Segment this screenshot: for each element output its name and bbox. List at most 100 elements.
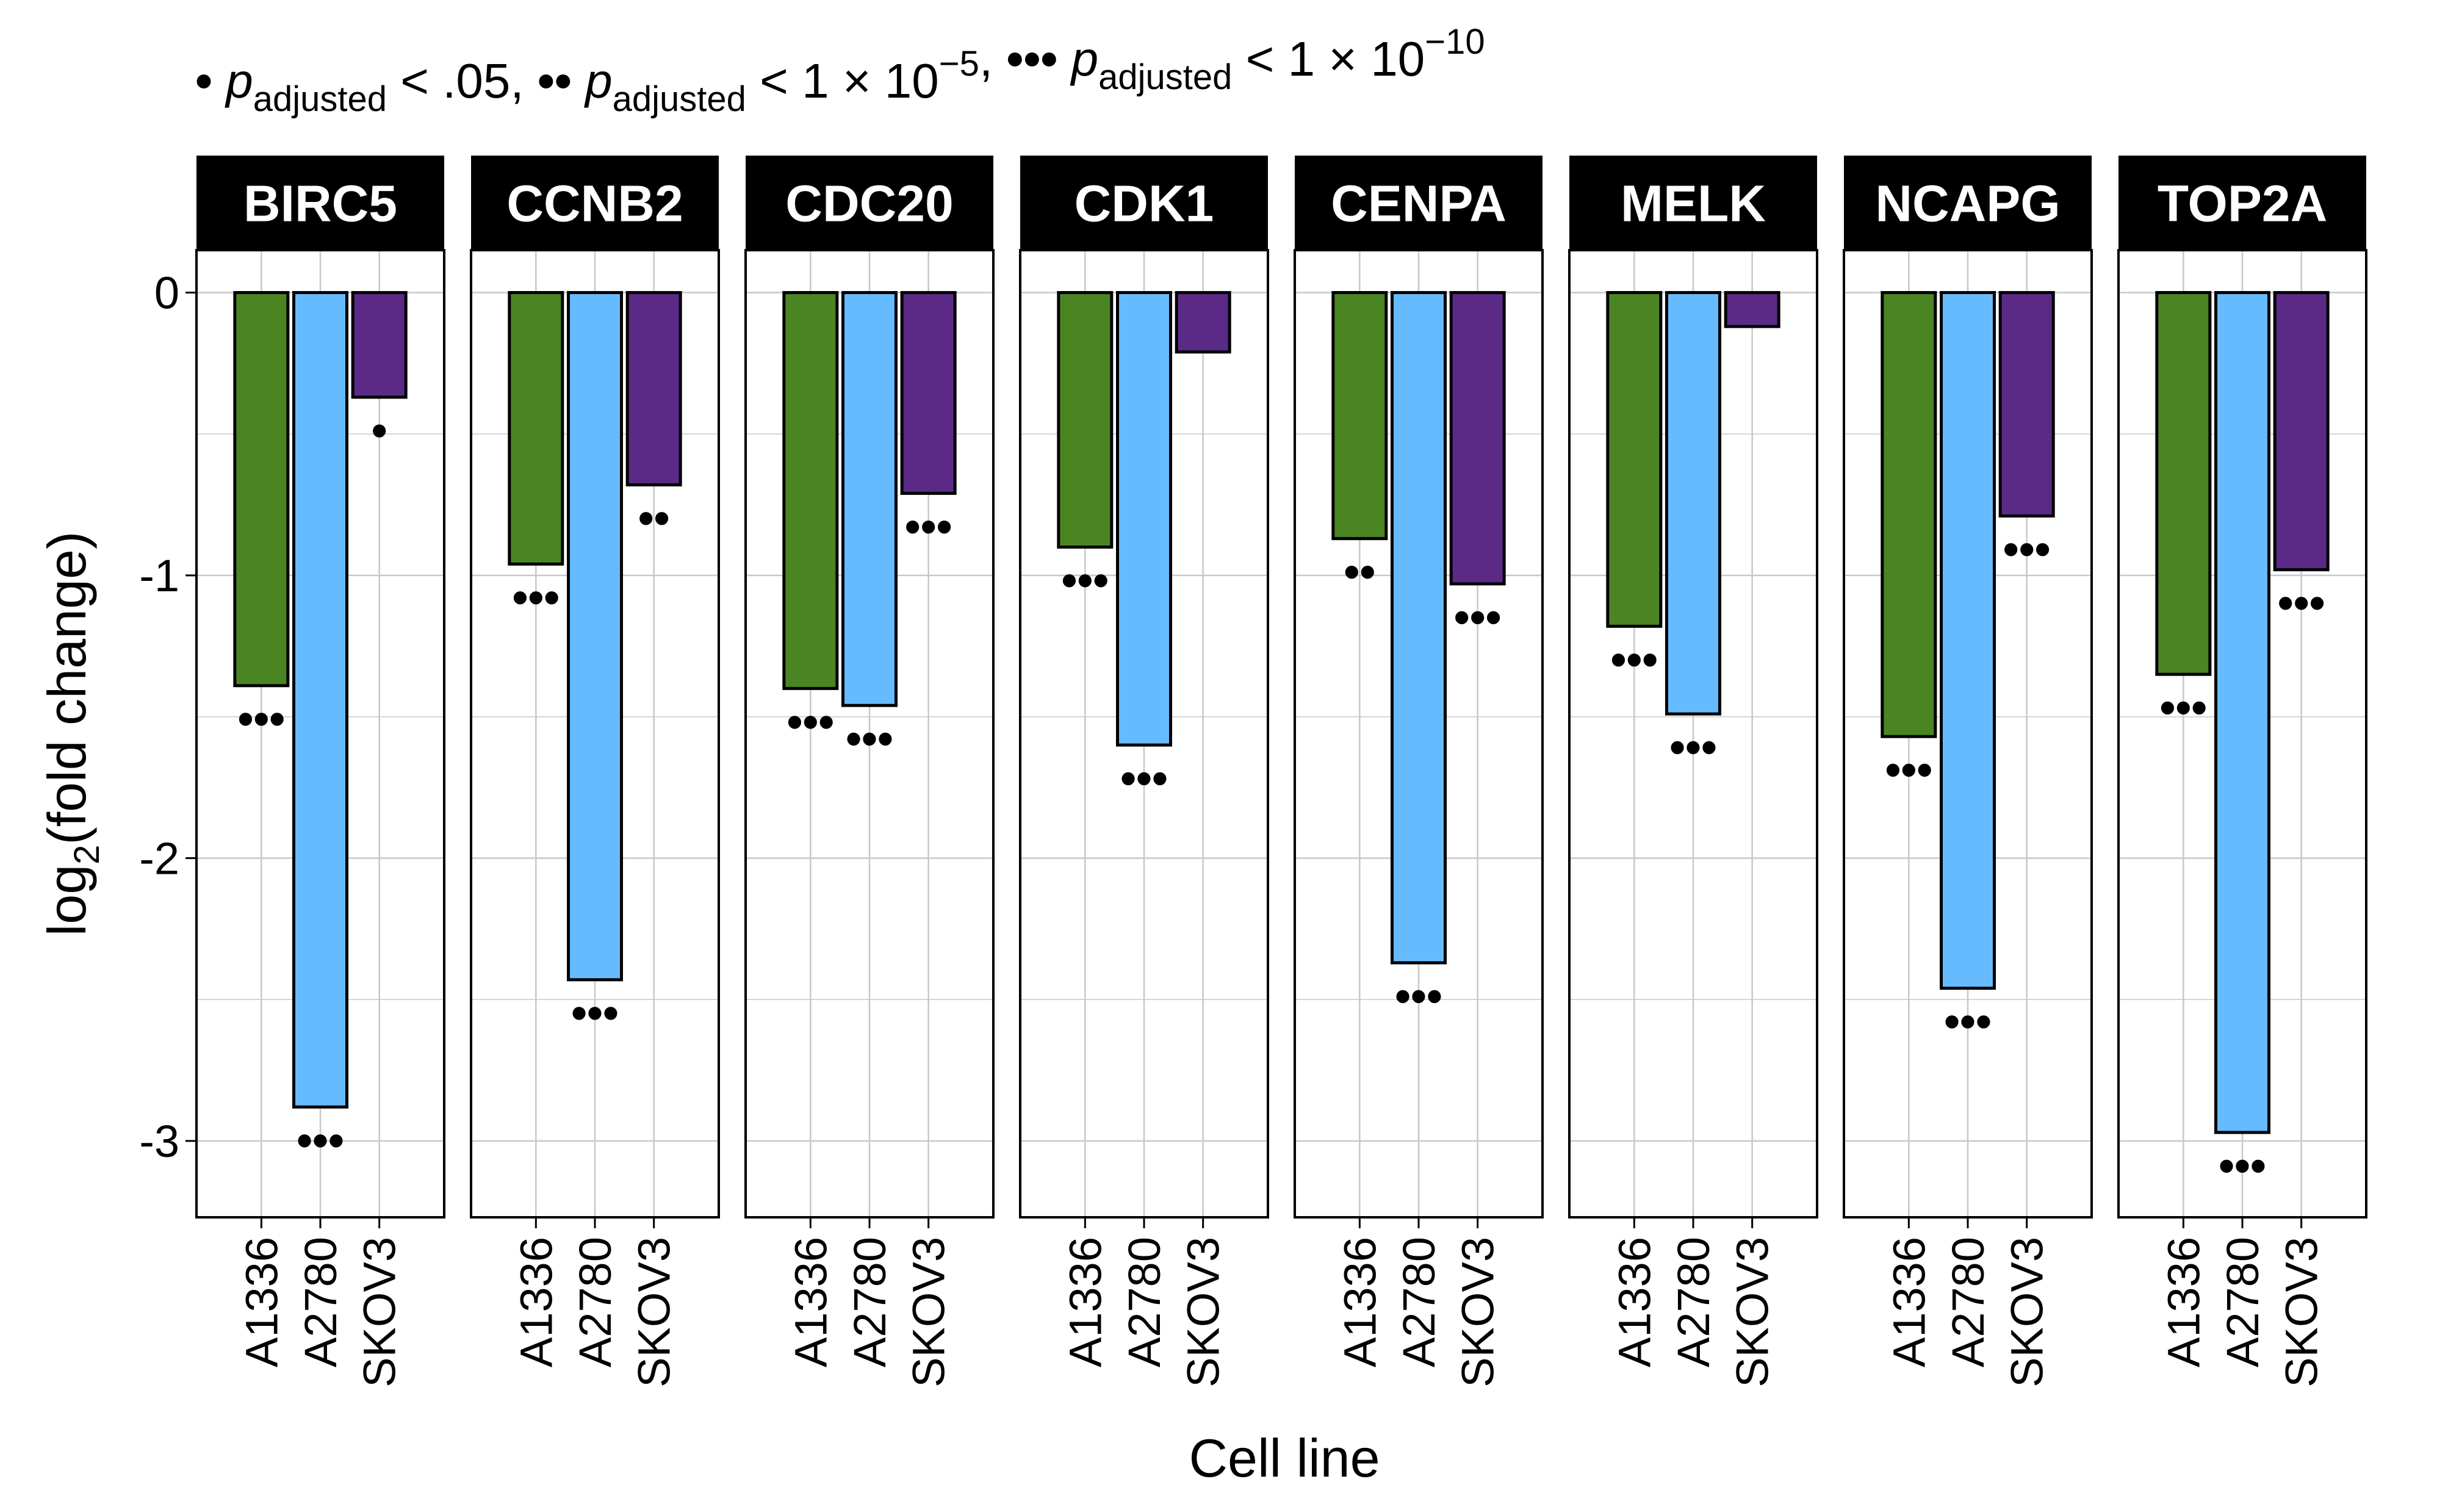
- significance-stars: •••: [1669, 722, 1717, 772]
- legend-symbol: ••: [538, 54, 585, 108]
- x-tick-label: SKOV3: [2002, 1237, 2053, 1388]
- significance-stars: •••: [1395, 971, 1442, 1021]
- facet-strip: [2118, 156, 2366, 250]
- bar-cenpa-a2780: [1391, 291, 1447, 965]
- legend-symbol: •: [195, 54, 226, 108]
- bar-ncapg-a2780: [1940, 291, 1996, 990]
- significance-stars: •••: [1120, 753, 1168, 804]
- x-tick-label: A2780: [570, 1237, 621, 1367]
- facet-strip-label: CCNB2: [506, 175, 683, 232]
- significance-stars: ••: [638, 493, 670, 544]
- bar-top2a-a1336: [2155, 291, 2212, 676]
- bar-ncapg-skov3: [1998, 291, 2055, 518]
- bar-melk-skov3: [1724, 291, 1780, 328]
- x-axis-title: Cell line: [1189, 1428, 1380, 1488]
- x-tick-label: A1336: [236, 1237, 287, 1367]
- x-tick-label: A2780: [295, 1237, 346, 1367]
- legend-relation: <: [387, 54, 442, 108]
- facet-top2a: ••• ••• ••• TOP2A A1336 A2780 SKOV3: [2117, 156, 2367, 1388]
- facet-strip: [746, 156, 993, 250]
- x-tick-label: A1336: [2158, 1237, 2209, 1367]
- x-tick-label: A2780: [1668, 1237, 1719, 1367]
- significance-stars: •••: [846, 713, 893, 764]
- x-tick-label: A1336: [785, 1237, 836, 1367]
- facet-melk: •••••• MELK A1336 A2780 SKOV3: [1568, 156, 1818, 1388]
- significance-stars: •••: [1610, 634, 1658, 685]
- facet-strip: [1844, 156, 2092, 250]
- y-axis: 0 -1 -2 -3: [139, 268, 196, 1167]
- x-tick-label: A2780: [2217, 1237, 2268, 1367]
- legend-symbol: •••: [1006, 32, 1071, 86]
- x-tick-label: SKOV3: [355, 1237, 405, 1388]
- legend-separator: ,: [510, 54, 537, 108]
- significance-stars: •••: [1944, 996, 1992, 1047]
- x-tick-label: A1336: [511, 1237, 561, 1367]
- facet-cdk1: ••• ••• CDK1 A1336 A2780 SKOV3: [1019, 156, 1269, 1388]
- facet-cdc20: ••• ••• ••• CDC20 A1336 A2780 SKOV3: [744, 156, 995, 1388]
- bar-ncapg-a1336: [1881, 291, 1937, 738]
- facet-strip-label: TOP2A: [2158, 175, 2328, 232]
- significance-stars: •••: [1061, 555, 1109, 606]
- bar-melk-a2780: [1665, 291, 1721, 716]
- bar-cdk1-a2780: [1116, 291, 1172, 747]
- x-tick-label: A1336: [1060, 1237, 1111, 1367]
- x-tick-label: SKOV3: [1178, 1237, 1229, 1388]
- bar-cdc20-skov3: [900, 291, 957, 495]
- y-tick-label: 0: [154, 268, 179, 319]
- facet-strip-label: CDK1: [1075, 175, 1214, 232]
- legend-p: p: [1070, 32, 1099, 86]
- significance-stars: ••: [1344, 547, 1375, 597]
- significance-stars: •••: [237, 694, 285, 744]
- facet-strip-label: CENPA: [1331, 175, 1506, 232]
- facet-strip-label: BIRC5: [243, 175, 397, 232]
- x-tick-label: SKOV3: [904, 1237, 954, 1388]
- facet-strip-label: MELK: [1621, 175, 1766, 232]
- significance-stars: •••: [2219, 1140, 2266, 1191]
- facet-ncapg: ••• ••• ••• NCAPG A1336 A2780 SKOV3: [1843, 156, 2093, 1388]
- y-tick-label: -3: [139, 1116, 179, 1167]
- facet-strip: [196, 156, 444, 250]
- facet-strip-label: CDC20: [785, 175, 953, 232]
- bar-birc5-a1336: [233, 291, 290, 688]
- bar-top2a-skov3: [2273, 291, 2330, 572]
- x-tick-label: A2780: [1119, 1237, 1170, 1367]
- bar-cdk1-skov3: [1175, 291, 1231, 354]
- significance-stars: •••: [2003, 524, 2051, 575]
- facet-strip: [1569, 156, 1817, 250]
- bar-top2a-a2780: [2214, 291, 2270, 1134]
- significance-stars: •••: [787, 696, 834, 747]
- significance-stars: •••: [297, 1115, 344, 1165]
- significance-legend: • padjusted < .05, •• padjusted < 1 × 10…: [195, 22, 1485, 119]
- bar-ccnb2-a1336: [508, 291, 564, 566]
- significance-stars: •••: [1454, 592, 1502, 643]
- facet-strip: [471, 156, 719, 250]
- x-tick-label: A1336: [1609, 1237, 1660, 1367]
- bar-ccnb2-skov3: [625, 291, 682, 487]
- x-tick-label: SKOV3: [1453, 1237, 1503, 1388]
- bar-cdc20-a2780: [841, 291, 898, 707]
- bar-ccnb2-a2780: [567, 291, 623, 982]
- legend-value: .05: [442, 54, 510, 108]
- bar-birc5-a2780: [292, 291, 348, 1109]
- legend-p: p: [584, 54, 613, 108]
- significance-stars: •••: [571, 988, 619, 1039]
- x-tick-label: A1336: [1884, 1237, 1934, 1367]
- legend-value: 1 × 10: [802, 54, 939, 108]
- significance-stars: •••: [905, 502, 952, 552]
- x-tick-label: A2780: [844, 1237, 895, 1367]
- y-title-sub: 2: [67, 844, 107, 864]
- bar-cdc20-a1336: [782, 291, 839, 690]
- legend-separator: ,: [979, 32, 1006, 86]
- facet-strip: [1020, 156, 1268, 250]
- bar-birc5-skov3: [351, 291, 408, 399]
- x-tick-label: SKOV3: [629, 1237, 680, 1388]
- significance-stars: •••: [512, 572, 560, 622]
- legend-sub: adjusted: [613, 79, 746, 119]
- bar-cdk1-a1336: [1057, 291, 1114, 549]
- bar-cenpa-a1336: [1331, 291, 1388, 541]
